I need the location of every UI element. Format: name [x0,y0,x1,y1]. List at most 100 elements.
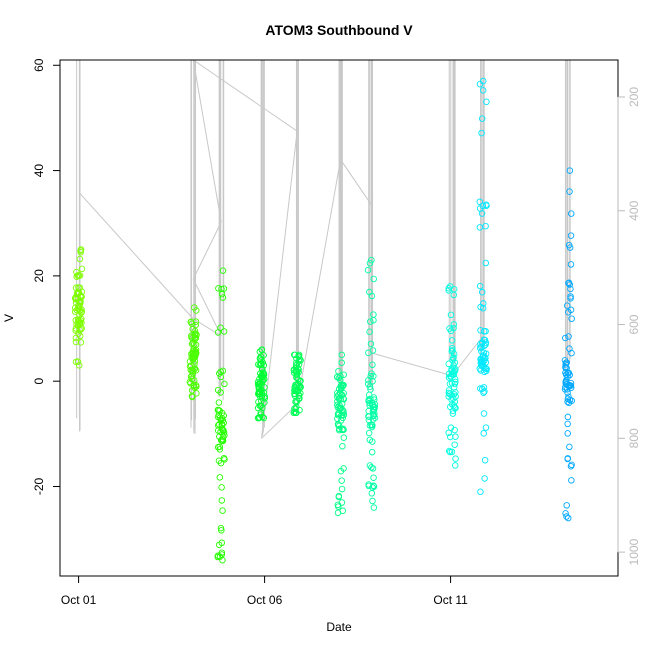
data-point-cast-9 [481,388,488,395]
data-point-cast-5 [295,392,303,400]
data-point-cast-8 [447,311,455,319]
data-point-cast-10 [566,443,573,451]
data-point-cast-8 [450,291,458,299]
data-point-cast-7 [370,406,377,414]
transect-line-segment-10 [340,159,372,206]
data-point-cast-6 [340,465,347,472]
data-point-cast-9 [480,389,487,396]
data-point-cast-7 [370,372,377,380]
data-point-cast-2 [189,369,197,377]
data-point-cast-3 [214,386,222,394]
data-point-cast-6 [339,382,346,390]
data-point-cast-5 [295,382,303,389]
data-point-cast-2 [188,350,195,358]
data-point-cast-9 [479,202,487,210]
data-point-cast-2 [188,392,196,400]
data-point-cast-4 [258,393,266,400]
data-point-cast-3 [214,552,222,559]
data-point-cast-5 [292,405,299,413]
data-point-cast-10 [566,167,574,174]
transect-line-segment-4 [192,221,222,280]
data-point-cast-5 [297,377,304,385]
transect-line-segment-6 [193,59,298,132]
data-point-cast-10 [564,302,571,309]
data-point-cast-5 [296,355,303,363]
data-point-cast-2 [192,346,200,354]
data-point-cast-8 [448,379,456,387]
data-point-cast-9 [481,475,488,482]
data-point-cast-1 [72,334,80,342]
secondary-y-axis: 200 400 600 800 1000 [617,87,641,565]
data-point-cast-7 [367,395,374,403]
transect-line-segment-8 [261,403,298,439]
data-point-cast-9 [477,488,484,496]
data-point-cast-4 [258,390,266,397]
data-point-cast-10 [564,389,571,396]
data-point-cast-9 [476,198,484,206]
data-point-cast-7 [369,422,376,429]
data-point-cast-7 [368,490,376,497]
data-point-cast-3 [215,399,223,406]
data-point-cast-9 [480,328,488,335]
data-point-cast-4 [260,414,268,422]
data-point-cast-8 [451,403,459,411]
data-point-cast-10 [567,293,574,300]
data-point-cast-9 [479,87,487,94]
x-tick-label: Oct 01 [61,593,97,607]
data-point-cast-10 [563,513,570,520]
y-axis: -20 0 20 40 60 [32,58,61,495]
data-point-cast-10 [567,285,574,293]
data-point-cast-8 [451,380,459,388]
data-point-cast-1 [74,290,81,298]
x-tick-label: Oct 11 [433,593,468,607]
data-point-cast-7 [369,438,376,445]
x-tick-label: Oct 06 [247,593,283,607]
data-point-cast-1 [72,358,80,366]
data-point-cast-8 [445,429,452,437]
data-point-cast-7 [364,266,372,274]
data-point-cast-3 [218,527,225,534]
data-point-cast-7 [368,464,375,471]
data-point-cast-9 [476,80,484,88]
data-point-cast-6 [338,485,346,493]
data-point-cast-5 [293,374,301,381]
data-point-cast-8 [451,426,458,434]
data-point-cast-7 [368,256,375,264]
data-point-cast-4 [255,361,262,368]
data-point-cast-9 [482,222,489,230]
data-point-cast-7 [365,482,373,490]
data-point-cast-4 [258,397,265,405]
data-point-cast-4 [254,404,262,412]
data-point-cast-10 [568,477,575,484]
data-point-cast-3 [219,437,227,445]
chart-title: ATOM3 Southbound V [265,22,413,38]
data-point-cast-8 [451,462,459,469]
data-point-cast-10 [565,279,572,287]
data-point-cast-1 [77,248,84,256]
data-point-cast-7 [365,416,373,424]
data-point-cast-4 [255,398,262,406]
data-point-cast-4 [259,366,266,373]
data-point-cast-4 [259,413,266,421]
secondary-y-tick-label: 400 [627,200,641,220]
x-axis: Oct 01 Oct 06 Oct 11 [61,575,468,607]
data-point-cast-6 [339,507,347,515]
data-point-cast-3 [221,456,228,463]
data-point-cast-8 [450,321,458,328]
data-point-cast-7 [368,292,376,300]
data-point-cast-8 [452,455,459,462]
data-point-cast-6 [340,409,347,417]
data-point-cast-6 [335,493,343,501]
data-point-cast-10 [564,420,571,428]
data-point-cast-6 [339,442,346,450]
data-point-cast-2 [188,362,195,369]
data-point-cast-1 [73,273,80,281]
data-point-cast-10 [564,413,572,421]
data-point-cast-8 [445,285,452,292]
data-point-cast-1 [74,358,82,365]
data-point-cast-2 [188,332,195,339]
transect-line-segment-2 [193,318,222,337]
data-point-cast-5 [291,390,298,398]
data-point-cast-3 [218,436,225,444]
data-point-cast-5 [293,371,300,379]
